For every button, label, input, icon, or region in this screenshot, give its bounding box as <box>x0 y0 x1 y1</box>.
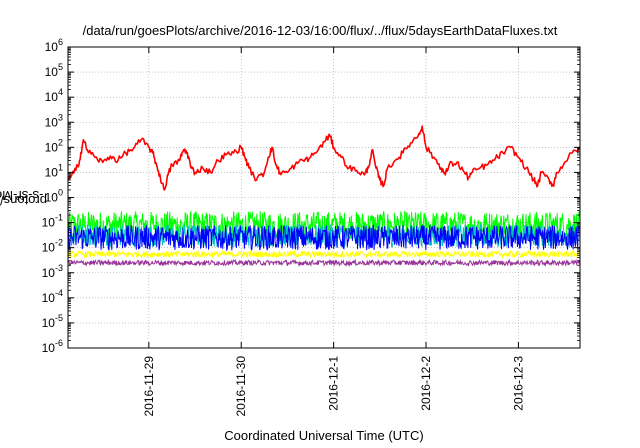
y-tick-label: 104 <box>45 87 63 104</box>
y-tick-exponent: -4 <box>55 288 63 298</box>
y-tick-exponent: -6 <box>55 338 63 348</box>
y-tick-exponent: -1 <box>55 213 63 223</box>
y-tick-exponent: -3 <box>55 263 63 273</box>
y-tick-label: 10-4 <box>42 288 63 305</box>
x-tick-label: 2016-12-2 <box>419 356 433 411</box>
y-tick-base: 10 <box>42 266 56 280</box>
x-axis-label: Coordinated Universal Time (UTC) <box>224 428 424 443</box>
y-axis-label-rest: -s-sr-MeV <box>0 187 44 203</box>
chart-title: /data/run/goesPlots/archive/2016-12-03/1… <box>82 23 558 38</box>
x-tick-label: 2016-12-3 <box>511 356 525 411</box>
y-tick-base: 10 <box>42 216 56 230</box>
y-tick-label: 10-3 <box>42 263 63 280</box>
y-tick-label: 105 <box>45 62 63 79</box>
y-tick-exponent: -2 <box>55 238 63 248</box>
y-tick-label: 100 <box>45 188 63 205</box>
y-tick-label: 101 <box>45 162 63 179</box>
y-tick-base: 10 <box>45 191 59 205</box>
y-tick-base: 10 <box>45 40 59 54</box>
series-line-4 <box>67 258 581 268</box>
series-lines <box>67 125 581 268</box>
series-line-main <box>67 125 581 191</box>
y-tick-label: 103 <box>45 112 63 129</box>
y-tick-exponent: 4 <box>58 87 63 97</box>
y-tick-base: 10 <box>45 65 59 79</box>
axis-ticks: 10-610-510-410-310-210-11001011021031041… <box>42 37 580 417</box>
y-tick-base: 10 <box>42 291 56 305</box>
y-tick-label: 10-5 <box>42 313 63 330</box>
y-tick-label: 10-6 <box>42 338 63 355</box>
grid-lines <box>68 47 580 348</box>
y-tick-exponent: 0 <box>58 188 63 198</box>
y-tick-base: 10 <box>45 165 59 179</box>
y-tick-base: 10 <box>45 90 59 104</box>
y-tick-label: 10-1 <box>42 213 63 230</box>
x-tick-label: 2016-11-30 <box>234 356 248 417</box>
y-tick-base: 10 <box>42 316 56 330</box>
y-tick-base: 10 <box>42 341 56 355</box>
y-tick-exponent: 5 <box>58 62 63 72</box>
x-tick-label: 2016-12-1 <box>327 356 341 411</box>
y-tick-label: 106 <box>45 37 63 54</box>
y-tick-exponent: -5 <box>55 313 63 323</box>
series-line-3 <box>67 249 581 260</box>
y-tick-exponent: 3 <box>58 112 63 122</box>
y-tick-base: 10 <box>45 115 59 129</box>
y-tick-base: 10 <box>42 241 56 255</box>
x-tick-label: 2016-11-29 <box>142 356 156 417</box>
y-tick-exponent: 2 <box>58 137 63 147</box>
y-tick-exponent: 6 <box>58 37 63 47</box>
y-tick-label: 10-2 <box>42 238 63 255</box>
y-tick-label: 102 <box>45 137 63 154</box>
y-tick-exponent: 1 <box>58 162 63 172</box>
y-tick-base: 10 <box>45 140 59 154</box>
series-line-2 <box>67 224 581 252</box>
